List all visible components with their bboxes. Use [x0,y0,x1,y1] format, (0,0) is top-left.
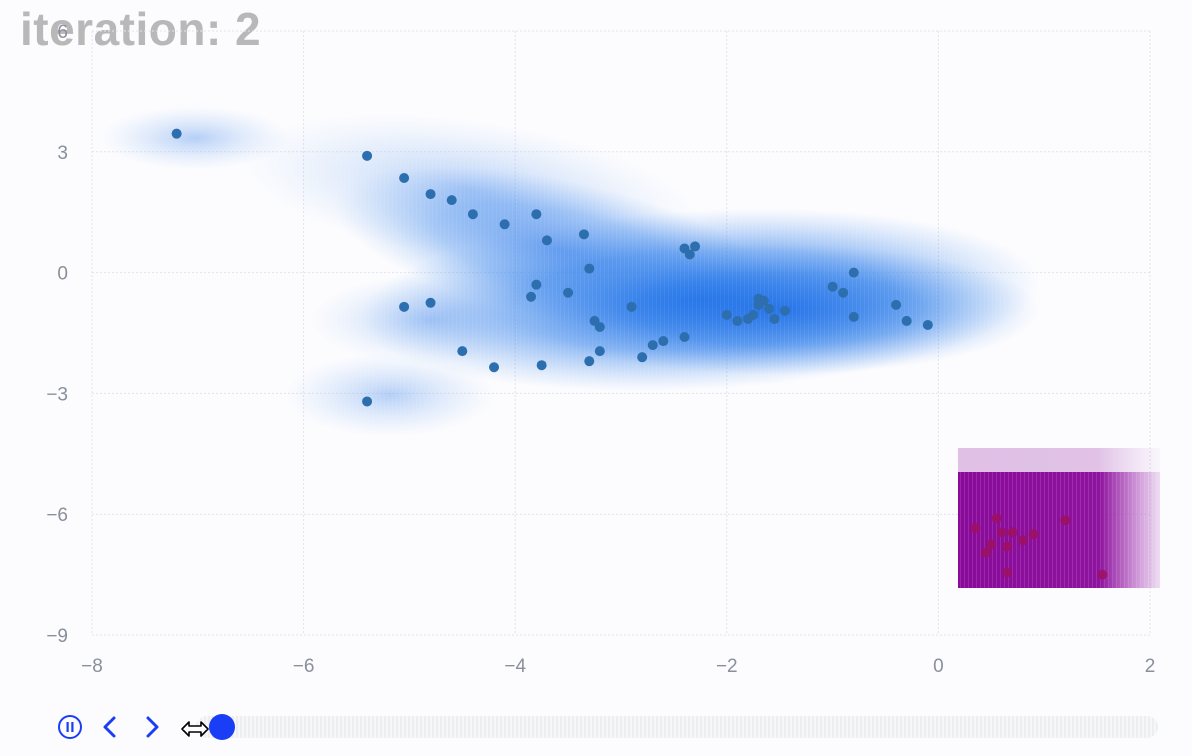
data-point [991,513,1002,524]
data-point [584,263,595,274]
data-point [647,340,658,351]
data-point [748,309,759,320]
data-point [499,219,510,230]
data-point [399,301,410,312]
data-point [578,229,589,240]
density-scatter-chart: −8 −6 −4 −2 0 2 −9 −6 −3 0 3 6 [46,22,1160,677]
y-tick-label: −9 [46,626,68,647]
data-point [779,305,790,316]
data-point [1007,527,1018,538]
data-point [848,267,859,278]
y-tick-label: 3 [57,143,68,164]
next-button[interactable] [138,713,166,741]
density-blob [100,106,290,170]
data-point [753,299,764,310]
data-point [626,301,637,312]
pause-circle-icon [58,715,82,739]
density-layer [100,106,1160,588]
data-point [171,128,182,139]
chevron-left-icon [103,716,116,738]
data-point [970,523,981,534]
data-point [827,281,838,292]
data-point [764,303,775,314]
data-point [467,209,478,220]
y-tick-label: 6 [57,22,68,43]
resize-cursor-icon [181,721,209,737]
data-point [584,356,595,367]
data-point [1028,529,1039,540]
axes: −8 −6 −4 −2 0 2 −9 −6 −3 0 3 6 [46,22,1155,677]
data-point [679,332,690,343]
data-point [425,189,436,200]
data-point [536,360,547,371]
data-point [526,291,537,302]
playback-controls [56,710,1166,744]
x-tick-label: 0 [933,656,944,677]
data-point [901,315,912,326]
scatter-points [171,128,1108,580]
iteration-title: iteration: 2 [20,3,262,55]
data-point [1002,567,1013,578]
timeline-slider-track[interactable] [196,716,1158,738]
data-point [531,209,542,220]
data-point [541,235,552,246]
data-point [848,311,859,322]
data-point [838,287,849,298]
data-point [1097,569,1108,580]
data-point [986,539,997,550]
timeline-slider-thumb[interactable] [209,714,235,740]
y-tick-label: 0 [57,264,68,285]
chevron-right-icon [146,716,159,738]
data-point [399,172,410,183]
data-point [1002,541,1013,552]
data-point [446,195,457,206]
data-point [690,241,701,252]
data-point [769,313,780,324]
data-point [1018,535,1029,546]
y-tick-label: −3 [46,384,68,405]
data-point [658,336,669,347]
pause-button[interactable] [56,713,84,741]
data-point [489,362,500,373]
data-point [1060,515,1071,526]
data-point [732,315,743,326]
data-point [563,287,574,298]
data-point [684,249,695,260]
x-tick-label: 2 [1145,656,1156,677]
data-point [531,279,542,290]
previous-button[interactable] [96,713,124,741]
y-tick-label: −6 [46,505,68,526]
data-point [594,321,605,332]
x-tick-label: −2 [716,656,738,677]
data-point [457,346,468,357]
x-tick-label: −8 [81,656,103,677]
data-point [362,396,373,407]
data-point [981,547,992,558]
x-tick-label: −4 [504,656,526,677]
data-point [425,297,436,308]
data-point [721,309,732,320]
data-point [637,352,648,363]
data-point [922,319,933,330]
data-point [891,299,902,310]
data-point [594,346,605,357]
x-tick-label: −6 [293,656,315,677]
data-point [362,150,373,161]
data-point [996,527,1007,538]
